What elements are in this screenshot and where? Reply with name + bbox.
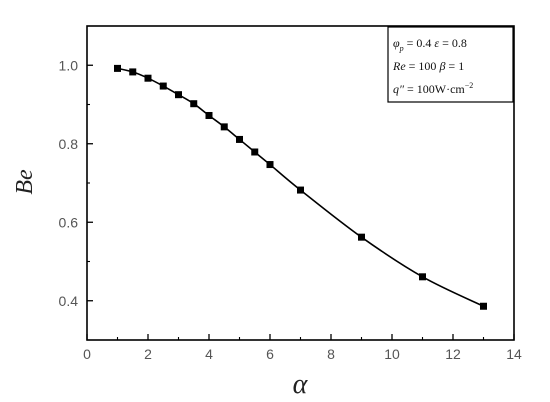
x-tick-label: 4 — [205, 346, 213, 362]
data-point — [358, 233, 365, 241]
y-tick-label: 0.6 — [59, 214, 79, 230]
legend-line-2: Re = 100 β = 1 — [392, 59, 464, 73]
x-tick-label: 2 — [144, 346, 152, 362]
legend-line-1: φp = 0.4 ε = 0.8 — [393, 36, 467, 53]
data-point — [205, 111, 213, 119]
data-point — [129, 68, 137, 76]
legend-frame — [387, 26, 514, 103]
y-tick-label: 0.4 — [59, 293, 79, 309]
y-axis-title: Be — [12, 169, 38, 195]
data-point — [251, 148, 259, 156]
data-point — [220, 123, 228, 131]
legend-box: φp = 0.4 ε = 0.8 Re = 100 β = 1 q″ = 100… — [387, 26, 514, 103]
data-point — [190, 100, 198, 108]
y-tick-label: 1.0 — [59, 57, 79, 73]
tick-labels: 0 2 4 6 8 10 12 14 0.4 0.6 0.8 1.0 — [59, 57, 522, 362]
data-point — [236, 135, 243, 143]
data-point — [144, 74, 152, 82]
x-tick-label: 12 — [445, 346, 461, 362]
x-tick-label: 6 — [266, 346, 274, 362]
x-axis-title: α — [293, 369, 309, 400]
series-markers — [114, 64, 487, 310]
data-point — [297, 186, 304, 194]
legend-line-3: q″ = 100W·cm−2 — [393, 81, 473, 96]
y-tick-label: 0.8 — [59, 136, 79, 152]
x-tick-label: 10 — [384, 346, 400, 362]
x-tick-label: 14 — [506, 346, 522, 362]
x-tick-label: 8 — [327, 346, 335, 362]
data-point — [480, 302, 487, 310]
data-point — [159, 82, 167, 90]
data-point — [419, 273, 426, 281]
data-point — [175, 91, 182, 99]
x-tick-label: 0 — [83, 346, 91, 362]
data-point — [266, 161, 274, 169]
data-point — [114, 64, 121, 72]
ticks — [86, 25, 515, 341]
